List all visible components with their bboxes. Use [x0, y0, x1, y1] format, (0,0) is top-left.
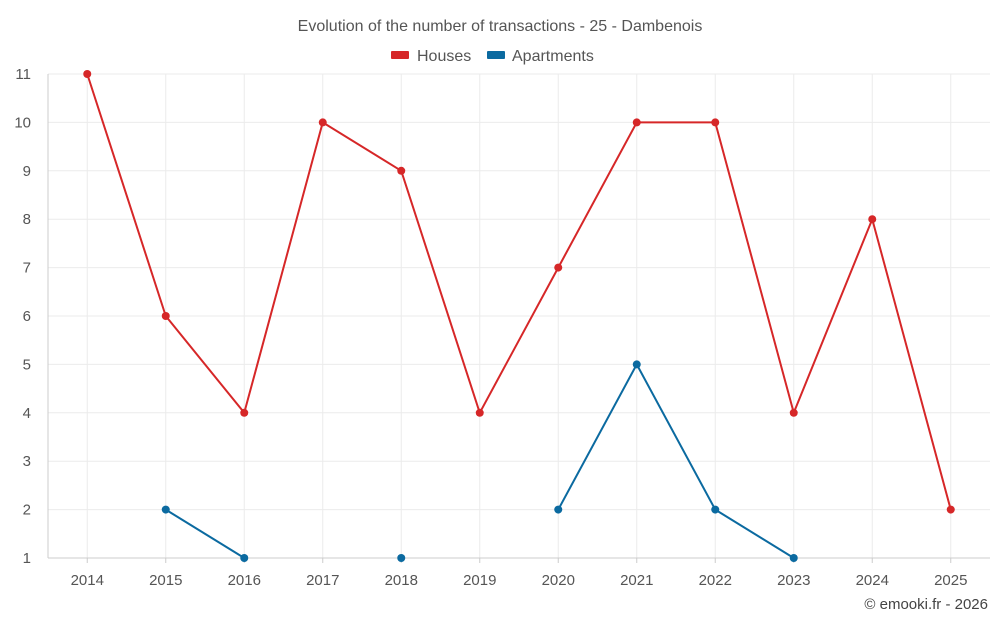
- y-tick-label: 11: [15, 66, 31, 83]
- y-tick-label: 6: [23, 308, 31, 325]
- y-tick-label: 8: [23, 211, 31, 228]
- x-tick-label: 2015: [149, 572, 182, 589]
- data-point-apartments: [397, 554, 406, 562]
- x-tick-label: 2019: [463, 572, 496, 589]
- series-houses: [83, 70, 955, 514]
- y-tick-label: 3: [23, 453, 31, 470]
- data-point-houses: [161, 312, 170, 320]
- x-tick-label: 2025: [934, 572, 967, 589]
- data-point-houses: [397, 166, 406, 175]
- data-point-houses: [632, 118, 641, 127]
- x-tick-label: 2020: [542, 572, 575, 589]
- data-point-houses: [789, 408, 798, 417]
- data-point-houses: [868, 215, 877, 224]
- chart-title: Evolution of the number of transactions …: [298, 18, 703, 35]
- data-point-apartments: [240, 554, 249, 562]
- legend-swatch-houses: [391, 51, 409, 59]
- x-tick-label: 2018: [385, 572, 418, 589]
- y-tick-label: 1: [23, 550, 31, 567]
- y-tick-label: 10: [14, 114, 31, 131]
- legend-label-houses: Houses: [417, 48, 471, 65]
- x-tick-label: 2024: [856, 572, 889, 589]
- y-tick-label: 2: [23, 502, 31, 519]
- series-apartments: [161, 360, 798, 562]
- data-point-houses: [318, 118, 327, 127]
- data-point-apartments: [711, 505, 720, 514]
- data-point-houses: [946, 505, 955, 514]
- data-point-apartments: [789, 554, 798, 562]
- credit-text: © emooki.fr - 2026: [864, 596, 988, 613]
- grid: [48, 73, 990, 559]
- x-tick-label: 2022: [699, 572, 732, 589]
- data-point-houses: [83, 70, 92, 78]
- data-point-houses: [554, 263, 563, 272]
- data-point-apartments: [632, 360, 641, 369]
- series-line-houses: [86, 73, 952, 510]
- data-point-houses: [240, 408, 249, 417]
- data-point-houses: [711, 118, 720, 127]
- y-tick-label: 5: [23, 356, 31, 373]
- legend: Houses Apartments: [391, 48, 594, 65]
- x-tick-label: 2017: [306, 572, 339, 589]
- legend-swatch-apartments: [487, 51, 505, 59]
- y-tick-label: 4: [23, 405, 31, 422]
- series-layer: [83, 70, 955, 562]
- y-tick-label: 9: [23, 163, 31, 180]
- x-tick-label: 2016: [228, 572, 261, 589]
- y-axis: 1 2 3 4 5 6 7 8 9 10 11: [14, 66, 49, 567]
- data-point-houses: [475, 408, 484, 417]
- legend-label-apartments: Apartments: [512, 48, 594, 65]
- data-point-apartments: [161, 505, 170, 514]
- series-line-apartments: [557, 363, 795, 559]
- data-point-apartments: [554, 505, 563, 514]
- x-tick-label: 2021: [620, 572, 653, 589]
- x-tick-label: 2023: [777, 572, 810, 589]
- x-axis: 2014 2015 2016 2017 2018 2019 2020 2021 2022 2023…: [48, 557, 990, 589]
- x-tick-label: 2014: [71, 572, 104, 589]
- series-line-apartments: [165, 508, 245, 559]
- y-tick-label: 7: [23, 260, 31, 277]
